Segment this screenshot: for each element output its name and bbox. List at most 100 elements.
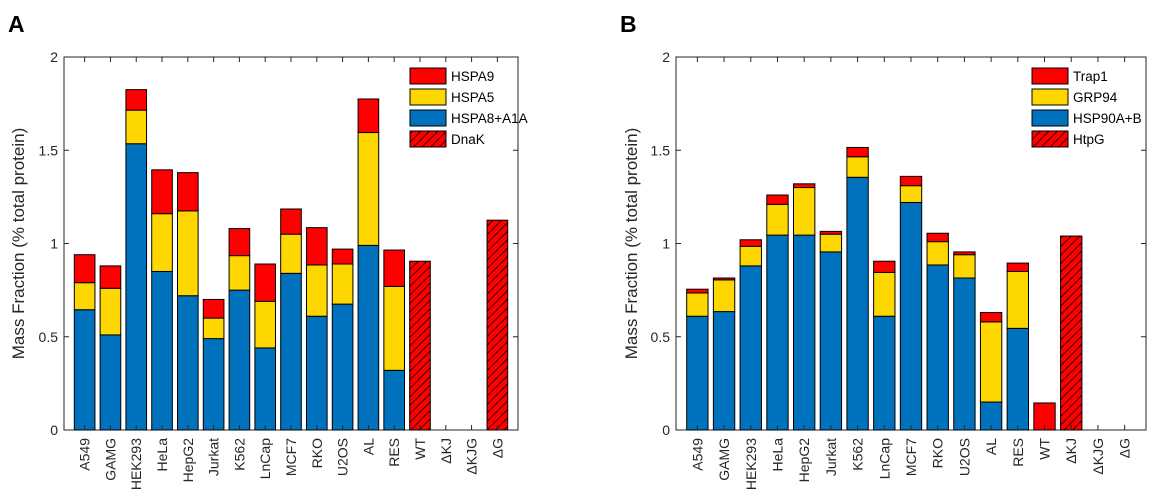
x-tick-label-hek293: HEK293: [743, 438, 759, 490]
x-tick-label-hepg2: HepG2: [796, 438, 812, 483]
bar-lncap-hspa9: [254, 263, 277, 302]
bar-hepg2-hsp90aplus-b: [793, 234, 816, 431]
legend-swatch-hspa9: [409, 67, 447, 85]
bar-hela-hspa5: [151, 213, 173, 272]
bar-jurkat-hspa9: [202, 298, 225, 319]
bar-al-hspa8plus-a1a: [357, 244, 380, 431]
legend-label-dnak: DnaK: [451, 132, 485, 147]
legend-swatch-hspa8plus-a1a: [409, 109, 447, 127]
bar-hek293-trap1: [739, 239, 762, 247]
bar-al-hspa5: [357, 132, 380, 246]
bar-k562-grp94: [846, 156, 869, 178]
x-tick-label-al: AL: [360, 438, 376, 455]
bar-hek293-hspa5: [125, 109, 148, 145]
bar-k562-trap1: [846, 146, 869, 158]
y-tick-label: 1.5: [651, 142, 671, 158]
legend-label-hsp90aplus-b: HSP90A+B: [1073, 111, 1142, 126]
x-tick-label-mcf7: MCF7: [903, 438, 919, 476]
bar-mcf7-grp94: [899, 185, 923, 203]
bar-jurkat-hspa5: [202, 317, 225, 340]
panel-letter: B: [620, 11, 637, 37]
bar-jurkat-hsp90aplus-b: [819, 251, 843, 431]
x-tick-label-gamg: GAMG: [102, 438, 118, 481]
panel-letter: A: [8, 11, 25, 37]
bar-a549-hspa8plus-a1a: [73, 309, 96, 431]
bar-rko-hspa9: [305, 227, 328, 266]
bar-a549-grp94: [686, 292, 709, 317]
x-tick-label-gamg: GAMG: [716, 438, 732, 481]
legend-label-hspa5: HSPA5: [451, 90, 494, 105]
bar-rko-grp94: [926, 241, 949, 266]
x-tick-label-hela: HeLa: [154, 438, 170, 472]
bar-delta-kj-htpg: [1060, 235, 1083, 431]
y-tick-label: 0.5: [651, 329, 671, 345]
legend-swatch-trap1: [1031, 67, 1069, 85]
y-tick-label: 1: [662, 236, 670, 252]
x-tick-label-k562: K562: [231, 438, 247, 471]
x-tick-label-delta-kj: ΔKJ: [1063, 438, 1079, 464]
bar-a549-hspa5: [73, 282, 96, 311]
bar-rko-hspa8plus-a1a: [305, 315, 328, 431]
legend-label-hspa9: HSPA9: [451, 69, 494, 84]
y-axis-title: Mass Fraction (% total protein): [622, 128, 641, 359]
panel-b: B 0 0.5 1 1.5 2 Mass Fraction (% total protein…: [620, 11, 1147, 490]
legend-swatch-hspa5: [409, 88, 447, 106]
legend-swatch-hsp90aplus-b: [1031, 109, 1069, 127]
y-tick-label: 0.5: [39, 329, 59, 345]
bar-lncap-hspa8plus-a1a: [254, 347, 277, 431]
legend-label-hspa8plus-a1a: HSPA8+A1A: [451, 111, 528, 126]
x-tick-label-delta-g: ΔG: [1117, 438, 1133, 458]
bar-hek293-hspa8plus-a1a: [125, 143, 148, 431]
y-tick-label: 0: [662, 422, 670, 438]
panel-a: A 0 0.5 1 1.5 2 Mass Fraction (% total protein…: [8, 11, 528, 490]
bar-al-grp94: [979, 321, 1003, 403]
bar-res-grp94: [1006, 270, 1029, 329]
y-tick-label: 1.5: [39, 142, 59, 158]
legend-label-grp94: GRP94: [1073, 90, 1118, 105]
bar-hela-grp94: [766, 203, 789, 236]
bar-mcf7-hspa9: [280, 208, 302, 235]
legend-label-trap1: Trap1: [1073, 69, 1108, 84]
bar-jurkat-grp94: [819, 233, 843, 253]
bar-lncap-trap1: [873, 260, 896, 273]
bar-lncap-hspa5: [254, 300, 277, 349]
bar-a549-hsp90aplus-b: [686, 315, 709, 431]
legend: HSPA9 HSPA5 HSPA8+A1A DnaK: [409, 67, 528, 148]
bar-hepg2-trap1: [793, 183, 816, 189]
bar-lncap-hsp90aplus-b: [873, 315, 896, 431]
bar-k562-hspa8plus-a1a: [228, 289, 251, 431]
x-tick-label-res: RES: [1010, 438, 1026, 467]
bar-u2os-hspa9: [331, 248, 354, 265]
bar-k562-hspa5: [228, 255, 251, 291]
x-tick-label-wt: WT: [1037, 438, 1053, 460]
legend-label-htpg: HtpG: [1073, 132, 1105, 147]
legend-swatch-htpg: [1031, 130, 1069, 148]
bar-wt-dnak: [409, 260, 431, 431]
x-tick-label-u2os: U2OS: [956, 438, 972, 476]
bar-u2os-hspa5: [331, 263, 354, 305]
bar-jurkat-trap1: [819, 230, 843, 235]
x-tick-label-k562: K562: [850, 438, 866, 471]
x-tick-label-u2os: U2OS: [335, 438, 351, 476]
x-tick-label-a549: A549: [77, 438, 93, 471]
bar-u2os-hsp90aplus-b: [953, 277, 976, 431]
bar-hela-hspa9: [151, 169, 173, 215]
x-tick-label-delta-g: ΔG: [489, 438, 505, 458]
legend-swatch-grp94: [1031, 88, 1069, 106]
bar-mcf7-hsp90aplus-b: [899, 201, 923, 431]
x-tick-label-hela: HeLa: [769, 438, 785, 472]
legend: Trap1 GRP94 HSP90A+B HtpG: [1031, 67, 1142, 148]
y-tick-label: 0: [50, 422, 58, 438]
x-tick-label-rko: RKO: [930, 438, 946, 468]
x-tick-label-lncap: LnCap: [257, 438, 273, 479]
bar-rko-trap1: [926, 232, 949, 243]
bar-res-hspa5: [383, 285, 406, 371]
bar-hepg2-hspa8plus-a1a: [177, 295, 199, 431]
bar-u2os-hspa8plus-a1a: [331, 303, 354, 431]
x-tick-label-jurkat: Jurkat: [206, 438, 222, 476]
y-tick-label: 1: [50, 236, 58, 252]
bar-hek293-hsp90aplus-b: [739, 265, 762, 431]
bar-hek293-grp94: [739, 245, 762, 267]
x-tick-label-jurkat: Jurkat: [823, 438, 839, 476]
